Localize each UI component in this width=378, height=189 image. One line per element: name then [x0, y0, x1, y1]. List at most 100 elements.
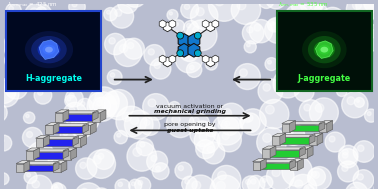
- Circle shape: [234, 64, 260, 90]
- Polygon shape: [253, 159, 266, 162]
- Polygon shape: [253, 162, 260, 170]
- Circle shape: [294, 82, 314, 101]
- Circle shape: [363, 55, 366, 59]
- Circle shape: [342, 153, 348, 158]
- Circle shape: [240, 69, 247, 77]
- Circle shape: [67, 15, 74, 22]
- Circle shape: [122, 0, 128, 3]
- Circle shape: [265, 17, 291, 43]
- Circle shape: [268, 60, 271, 64]
- Circle shape: [260, 99, 289, 129]
- Circle shape: [215, 0, 224, 6]
- Circle shape: [38, 90, 43, 95]
- Circle shape: [91, 188, 111, 189]
- Circle shape: [367, 0, 373, 3]
- Circle shape: [306, 187, 309, 189]
- Ellipse shape: [318, 45, 330, 55]
- Circle shape: [298, 45, 311, 58]
- Circle shape: [194, 32, 201, 39]
- Circle shape: [240, 113, 260, 133]
- Circle shape: [67, 97, 71, 101]
- Polygon shape: [212, 20, 219, 28]
- Circle shape: [55, 37, 74, 56]
- Circle shape: [0, 138, 4, 143]
- Polygon shape: [63, 149, 69, 159]
- Circle shape: [98, 153, 104, 159]
- Polygon shape: [206, 57, 215, 67]
- Circle shape: [81, 101, 85, 106]
- Polygon shape: [34, 152, 63, 159]
- Circle shape: [63, 102, 87, 126]
- Circle shape: [194, 128, 220, 153]
- Circle shape: [364, 0, 378, 12]
- Circle shape: [218, 103, 245, 131]
- Circle shape: [293, 18, 304, 28]
- Polygon shape: [61, 161, 67, 172]
- Circle shape: [84, 115, 99, 130]
- Circle shape: [300, 55, 326, 81]
- Polygon shape: [272, 133, 286, 136]
- Circle shape: [287, 128, 293, 134]
- Circle shape: [342, 149, 348, 155]
- Circle shape: [78, 28, 85, 35]
- Polygon shape: [63, 114, 92, 121]
- Polygon shape: [178, 34, 190, 47]
- Polygon shape: [188, 43, 200, 57]
- Circle shape: [186, 62, 202, 77]
- Circle shape: [119, 44, 128, 53]
- Circle shape: [0, 84, 4, 91]
- Circle shape: [0, 173, 9, 185]
- Ellipse shape: [314, 41, 335, 58]
- Circle shape: [352, 0, 361, 9]
- Polygon shape: [290, 160, 296, 170]
- Circle shape: [77, 98, 93, 114]
- Polygon shape: [63, 111, 98, 114]
- Circle shape: [329, 136, 335, 142]
- Circle shape: [107, 70, 122, 85]
- Circle shape: [87, 150, 116, 178]
- Circle shape: [288, 162, 297, 171]
- Circle shape: [52, 183, 63, 189]
- Circle shape: [305, 60, 313, 68]
- Circle shape: [97, 101, 102, 106]
- Circle shape: [218, 171, 226, 180]
- Circle shape: [135, 177, 151, 189]
- Polygon shape: [316, 41, 333, 58]
- Circle shape: [208, 128, 211, 132]
- Ellipse shape: [43, 45, 55, 55]
- Polygon shape: [45, 125, 53, 134]
- Polygon shape: [92, 110, 106, 113]
- Circle shape: [353, 170, 374, 189]
- Circle shape: [9, 81, 16, 88]
- Circle shape: [23, 112, 35, 123]
- Circle shape: [231, 0, 260, 24]
- Circle shape: [117, 133, 121, 137]
- Circle shape: [304, 104, 311, 111]
- Circle shape: [317, 7, 321, 11]
- Circle shape: [262, 0, 266, 1]
- Polygon shape: [53, 124, 88, 126]
- Polygon shape: [16, 161, 30, 164]
- Polygon shape: [92, 111, 98, 121]
- Circle shape: [367, 112, 371, 116]
- Polygon shape: [327, 121, 333, 132]
- Circle shape: [192, 26, 202, 35]
- Circle shape: [27, 175, 52, 189]
- Circle shape: [127, 142, 156, 171]
- Polygon shape: [159, 20, 166, 28]
- Ellipse shape: [321, 47, 328, 53]
- Circle shape: [156, 166, 161, 171]
- Polygon shape: [290, 159, 303, 162]
- Circle shape: [323, 65, 332, 74]
- Polygon shape: [45, 122, 59, 125]
- Polygon shape: [178, 43, 190, 57]
- Polygon shape: [73, 138, 81, 147]
- Circle shape: [109, 38, 115, 44]
- Polygon shape: [212, 55, 219, 63]
- Circle shape: [263, 84, 270, 91]
- Polygon shape: [53, 126, 82, 133]
- Circle shape: [217, 128, 242, 152]
- Circle shape: [308, 167, 331, 189]
- Circle shape: [171, 104, 174, 108]
- Circle shape: [53, 56, 76, 80]
